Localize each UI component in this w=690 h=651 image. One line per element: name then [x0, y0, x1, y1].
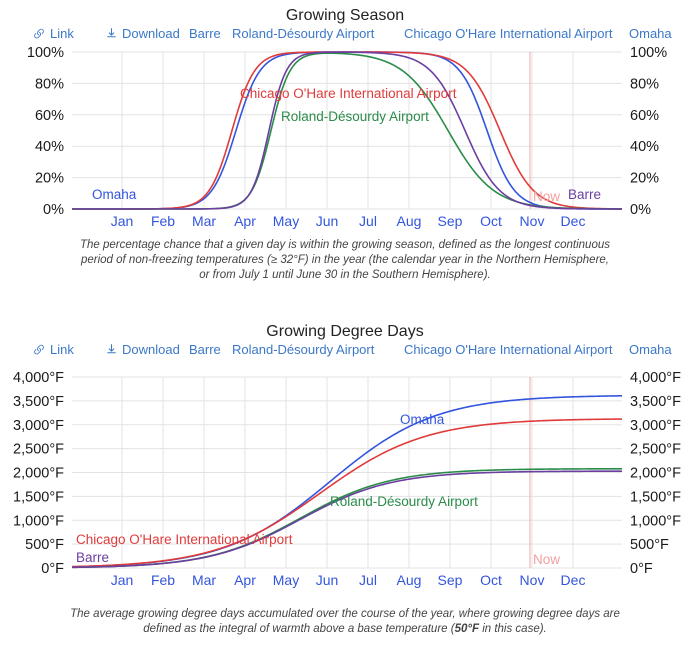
svg-text:Barre: Barre: [568, 187, 601, 202]
svg-text:Feb: Feb: [151, 572, 175, 588]
svg-text:4,000°F: 4,000°F: [13, 370, 64, 386]
svg-text:100%: 100%: [27, 45, 64, 61]
svg-text:Jan: Jan: [111, 213, 134, 229]
svg-text:20%: 20%: [630, 171, 659, 187]
svg-text:Mar: Mar: [192, 572, 216, 588]
svg-text:500°F: 500°F: [630, 537, 669, 553]
svg-text:Jun: Jun: [316, 572, 339, 588]
svg-text:Mar: Mar: [192, 213, 216, 229]
svg-text:Jun: Jun: [316, 213, 339, 229]
svg-text:0%: 0%: [630, 202, 651, 218]
svg-text:1,500°F: 1,500°F: [13, 489, 64, 505]
svg-text:Aug: Aug: [397, 572, 422, 588]
svg-text:Roland-Désourdy Airport: Roland-Désourdy Airport: [330, 494, 478, 509]
svg-text:Omaha: Omaha: [400, 412, 445, 427]
svg-text:40%: 40%: [630, 139, 659, 155]
svg-text:40%: 40%: [35, 139, 64, 155]
svg-text:2,000°F: 2,000°F: [630, 466, 681, 482]
svg-text:1,500°F: 1,500°F: [630, 489, 681, 505]
svg-text:80%: 80%: [35, 76, 64, 92]
svg-text:60%: 60%: [35, 108, 64, 124]
svg-text:0°F: 0°F: [41, 561, 64, 577]
svg-text:Now: Now: [533, 552, 560, 567]
svg-text:Dec: Dec: [561, 213, 586, 229]
svg-text:2,500°F: 2,500°F: [630, 442, 681, 458]
svg-text:May: May: [273, 213, 299, 229]
svg-text:Sep: Sep: [438, 213, 463, 229]
svg-text:Jan: Jan: [111, 572, 134, 588]
svg-text:Now: Now: [533, 189, 560, 204]
svg-text:4,000°F: 4,000°F: [630, 370, 681, 386]
svg-text:0%: 0%: [43, 202, 64, 218]
svg-text:3,500°F: 3,500°F: [13, 394, 64, 410]
svg-text:Oct: Oct: [480, 572, 502, 588]
svg-text:Jul: Jul: [359, 572, 377, 588]
svg-text:Aug: Aug: [397, 213, 422, 229]
svg-text:1,000°F: 1,000°F: [630, 513, 681, 529]
svg-text:Omaha: Omaha: [92, 187, 137, 202]
svg-text:3,500°F: 3,500°F: [630, 394, 681, 410]
svg-text:60%: 60%: [630, 108, 659, 124]
svg-text:Nov: Nov: [520, 213, 545, 229]
svg-text:100%: 100%: [630, 45, 667, 61]
svg-text:3,000°F: 3,000°F: [630, 418, 681, 434]
svg-text:20%: 20%: [35, 171, 64, 187]
svg-text:80%: 80%: [630, 76, 659, 92]
svg-text:2,500°F: 2,500°F: [13, 442, 64, 458]
svg-text:0°F: 0°F: [630, 561, 653, 577]
svg-text:Feb: Feb: [151, 213, 175, 229]
svg-text:Chicago O'Hare International A: Chicago O'Hare International Airport: [76, 532, 293, 547]
svg-text:1,000°F: 1,000°F: [13, 513, 64, 529]
svg-text:Oct: Oct: [480, 213, 502, 229]
svg-text:Dec: Dec: [561, 572, 586, 588]
svg-text:Sep: Sep: [438, 572, 463, 588]
svg-text:2,000°F: 2,000°F: [13, 466, 64, 482]
svg-text:Apr: Apr: [234, 213, 256, 229]
svg-text:Apr: Apr: [234, 572, 256, 588]
svg-text:Roland-Désourdy Airport: Roland-Désourdy Airport: [281, 109, 429, 124]
svg-text:Nov: Nov: [520, 572, 545, 588]
svg-text:500°F: 500°F: [25, 537, 64, 553]
svg-text:May: May: [273, 572, 299, 588]
svg-text:Jul: Jul: [359, 213, 377, 229]
svg-text:Chicago O'Hare International A: Chicago O'Hare International Airport: [240, 86, 457, 101]
svg-text:Barre: Barre: [76, 550, 109, 565]
svg-text:3,000°F: 3,000°F: [13, 418, 64, 434]
